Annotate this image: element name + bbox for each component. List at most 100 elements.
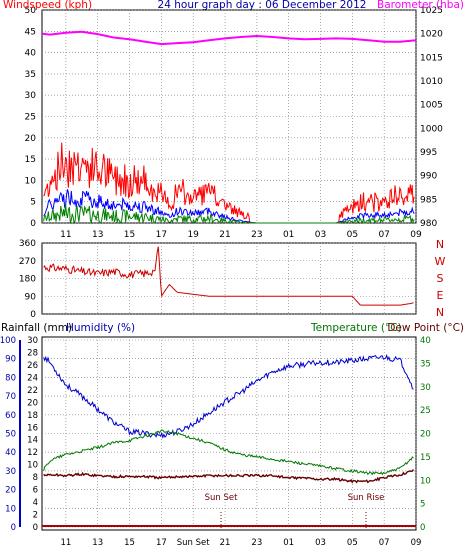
humidity-y-tick-label: 100 <box>0 336 16 346</box>
barometer-y-tick-label: 995 <box>420 148 437 158</box>
temperature-line <box>43 429 414 476</box>
humidity-y-tick-label: 10 <box>5 504 16 514</box>
climate-x-tick-label: 03 <box>315 538 326 548</box>
barometer-y-tick-label: 985 <box>420 195 437 205</box>
wind-y-tick-label: 35 <box>25 70 36 80</box>
wind-x-tick-label: 03 <box>315 230 326 240</box>
barometer-y-ticks: 980 985 990 995 1000 1005 1010 1015 1020 1025 <box>420 6 443 229</box>
temperature-y-tick-label: 30 <box>420 383 431 393</box>
climate-x-tick-label: 09 <box>411 538 422 548</box>
rainfall-y-tick-label: 4 <box>33 498 38 508</box>
barometer-y-tick-label: 1015 <box>420 53 443 63</box>
wind-direction-line <box>43 246 414 306</box>
compass-label: W <box>435 255 446 268</box>
barometer-line <box>41 30 417 46</box>
humidity-y-tick-label: 80 <box>5 373 16 383</box>
temperature-y-tick-label: 40 <box>420 336 431 346</box>
compass-label: N <box>436 238 444 251</box>
wind-gust-line <box>43 142 415 224</box>
wind-grid <box>42 9 417 224</box>
climate-x-tick-label: 21 <box>220 538 231 548</box>
sunrise-label: Sun Rise <box>348 493 385 503</box>
rainfall-y-tick-label: 24 <box>27 373 38 383</box>
rainfall-axis-label: Rainfall (mm) <box>1 322 72 334</box>
barometer-y-tick-label: 1010 <box>420 77 443 87</box>
wind-x-tick-label: 11 <box>60 230 71 240</box>
barometer-axis-label: Barometer (hba) <box>377 0 464 11</box>
wind-y-tick-label: 20 <box>25 134 37 144</box>
wind-y-tick-label: 25 <box>25 113 36 123</box>
dewpoint-line <box>43 469 415 484</box>
direction-y-tick-label: 0 <box>30 310 36 320</box>
rainfall-y-tick-label: 18 <box>27 411 38 421</box>
wind-x-tick-label: 19 <box>187 230 199 240</box>
barometer-y-tick-label: 1000 <box>420 124 443 134</box>
wind-min-line <box>43 203 415 225</box>
rainfall-y-tick-label: 16 <box>27 423 38 433</box>
humidity-y-tick-label: 20 <box>5 486 16 496</box>
wind-y-tick-label: 5 <box>30 198 36 208</box>
climate-series <box>42 353 416 527</box>
wind-y-tick-label: 45 <box>25 27 36 37</box>
temperature-y-tick-label: 10 <box>420 476 431 486</box>
climate-x-tick-label: 01 <box>283 538 294 548</box>
wind-avg-line <box>43 189 415 224</box>
rainfall-y-tick-label: 2 <box>33 511 38 521</box>
compass-label: N <box>436 306 444 319</box>
climate-x-tick-label: 11 <box>60 538 71 548</box>
wind-x-tick-label: 07 <box>378 230 389 240</box>
barometer-y-tick-label: 1020 <box>420 30 443 40</box>
temperature-y-tick-label: 0 <box>420 523 425 533</box>
wind-x-ticks: 11 13 15 17 19 21 23 01 03 05 07 09 <box>60 230 422 240</box>
direction-series <box>43 246 414 306</box>
wind-x-tick-label: 13 <box>92 230 103 240</box>
wind-y-tick-label: 40 <box>25 49 37 59</box>
climate-x-tick-label: 07 <box>379 538 390 548</box>
temperature-y-tick-label: 5 <box>420 500 425 510</box>
rainfall-y-tick-label: 28 <box>27 348 38 358</box>
temperature-y-tick-label: 25 <box>420 406 431 416</box>
wind-x-tick-label: 09 <box>410 230 422 240</box>
humidity-y-tick-label: 30 <box>5 467 16 477</box>
climate-x-tick-label: 23 <box>251 538 262 548</box>
wind-y-tick-label: 0 <box>30 219 36 229</box>
climate-x-ticks: 11 13 15 17 Sun Set 21 23 01 03 05 07 09 <box>60 538 421 548</box>
direction-y-tick-label: 360 <box>19 239 36 249</box>
rainfall-y-tick-label: 12 <box>27 448 38 458</box>
climate-x-tick-label: 13 <box>92 538 103 548</box>
dewpoint-axis-label: Dew Point (°C) <box>387 322 464 334</box>
sunset-label: Sun Set <box>205 493 238 503</box>
wind-x-tick-label: 23 <box>251 230 262 240</box>
rainfall-y-tick-label: 8 <box>33 473 38 483</box>
rainfall-y-tick-label: 10 <box>27 461 38 471</box>
wind-x-tick-label: 17 <box>156 230 167 240</box>
direction-y-tick-label: 270 <box>19 257 36 267</box>
wind-y-tick-label: 50 <box>25 6 37 16</box>
climate-x-tick-label: 05 <box>347 538 358 548</box>
barometer-y-tick-label: 980 <box>420 219 437 229</box>
humidity-y-tick-label: 0 <box>11 523 16 533</box>
climate-x-tick-label: 15 <box>124 538 135 548</box>
compass-label: S <box>437 272 444 285</box>
humidity-y-tick-label: 60 <box>5 411 16 421</box>
temperature-y-tick-label: 35 <box>420 359 431 369</box>
humidity-y-ticks: 0 10 20 30 40 50 60 70 80 90 100 <box>0 336 16 533</box>
temperature-y-ticks: 0 5 10 15 20 25 30 35 40 <box>420 336 431 533</box>
humidity-y-tick-label: 40 <box>5 448 16 458</box>
wind-x-tick-label: 05 <box>347 230 358 240</box>
humidity-line <box>43 353 414 440</box>
windspeed-axis-label: Windspeed (kph) <box>3 0 92 11</box>
humidity-y-tick-label: 50 <box>5 430 16 440</box>
wind-x-tick-label: 01 <box>283 230 294 240</box>
wind-y-tick-label: 10 <box>25 176 37 186</box>
temperature-y-tick-label: 20 <box>420 430 431 440</box>
barometer-y-tick-label: 1025 <box>420 6 443 16</box>
direction-y-tick-label: 90 <box>25 292 37 302</box>
rainfall-y-tick-label: 6 <box>33 486 38 496</box>
barometer-y-tick-label: 990 <box>420 172 437 182</box>
wind-series <box>41 30 417 225</box>
wind-y-tick-label: 30 <box>25 91 37 101</box>
humidity-y-tick-label: 90 <box>5 355 16 365</box>
